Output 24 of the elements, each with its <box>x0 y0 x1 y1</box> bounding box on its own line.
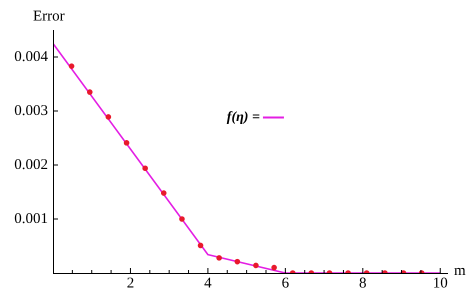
y-tick-label: 0.002 <box>14 156 48 173</box>
point <box>124 140 130 146</box>
x-tick-label: 10 <box>432 275 448 292</box>
y-tick-label: 0.003 <box>14 102 48 119</box>
y-tick-label: 0.004 <box>14 48 48 65</box>
point <box>68 63 74 69</box>
y-tick-label: 0.001 <box>14 210 48 227</box>
point <box>216 255 222 261</box>
x-tick-label: 6 <box>282 275 290 292</box>
y-axis-title: Error <box>33 8 65 24</box>
point <box>179 216 185 222</box>
point <box>271 264 277 270</box>
x-axis-title: m <box>454 262 466 279</box>
x-tick-label: 2 <box>126 275 134 292</box>
x-tick-label: 8 <box>359 275 367 292</box>
point <box>198 242 204 248</box>
point <box>86 89 93 95</box>
legend-label: f(η) = <box>226 110 260 126</box>
point <box>142 165 148 172</box>
point <box>160 190 167 196</box>
point <box>253 262 259 268</box>
x-tick-label: 4 <box>204 275 212 292</box>
point <box>234 258 240 264</box>
point <box>106 114 112 120</box>
